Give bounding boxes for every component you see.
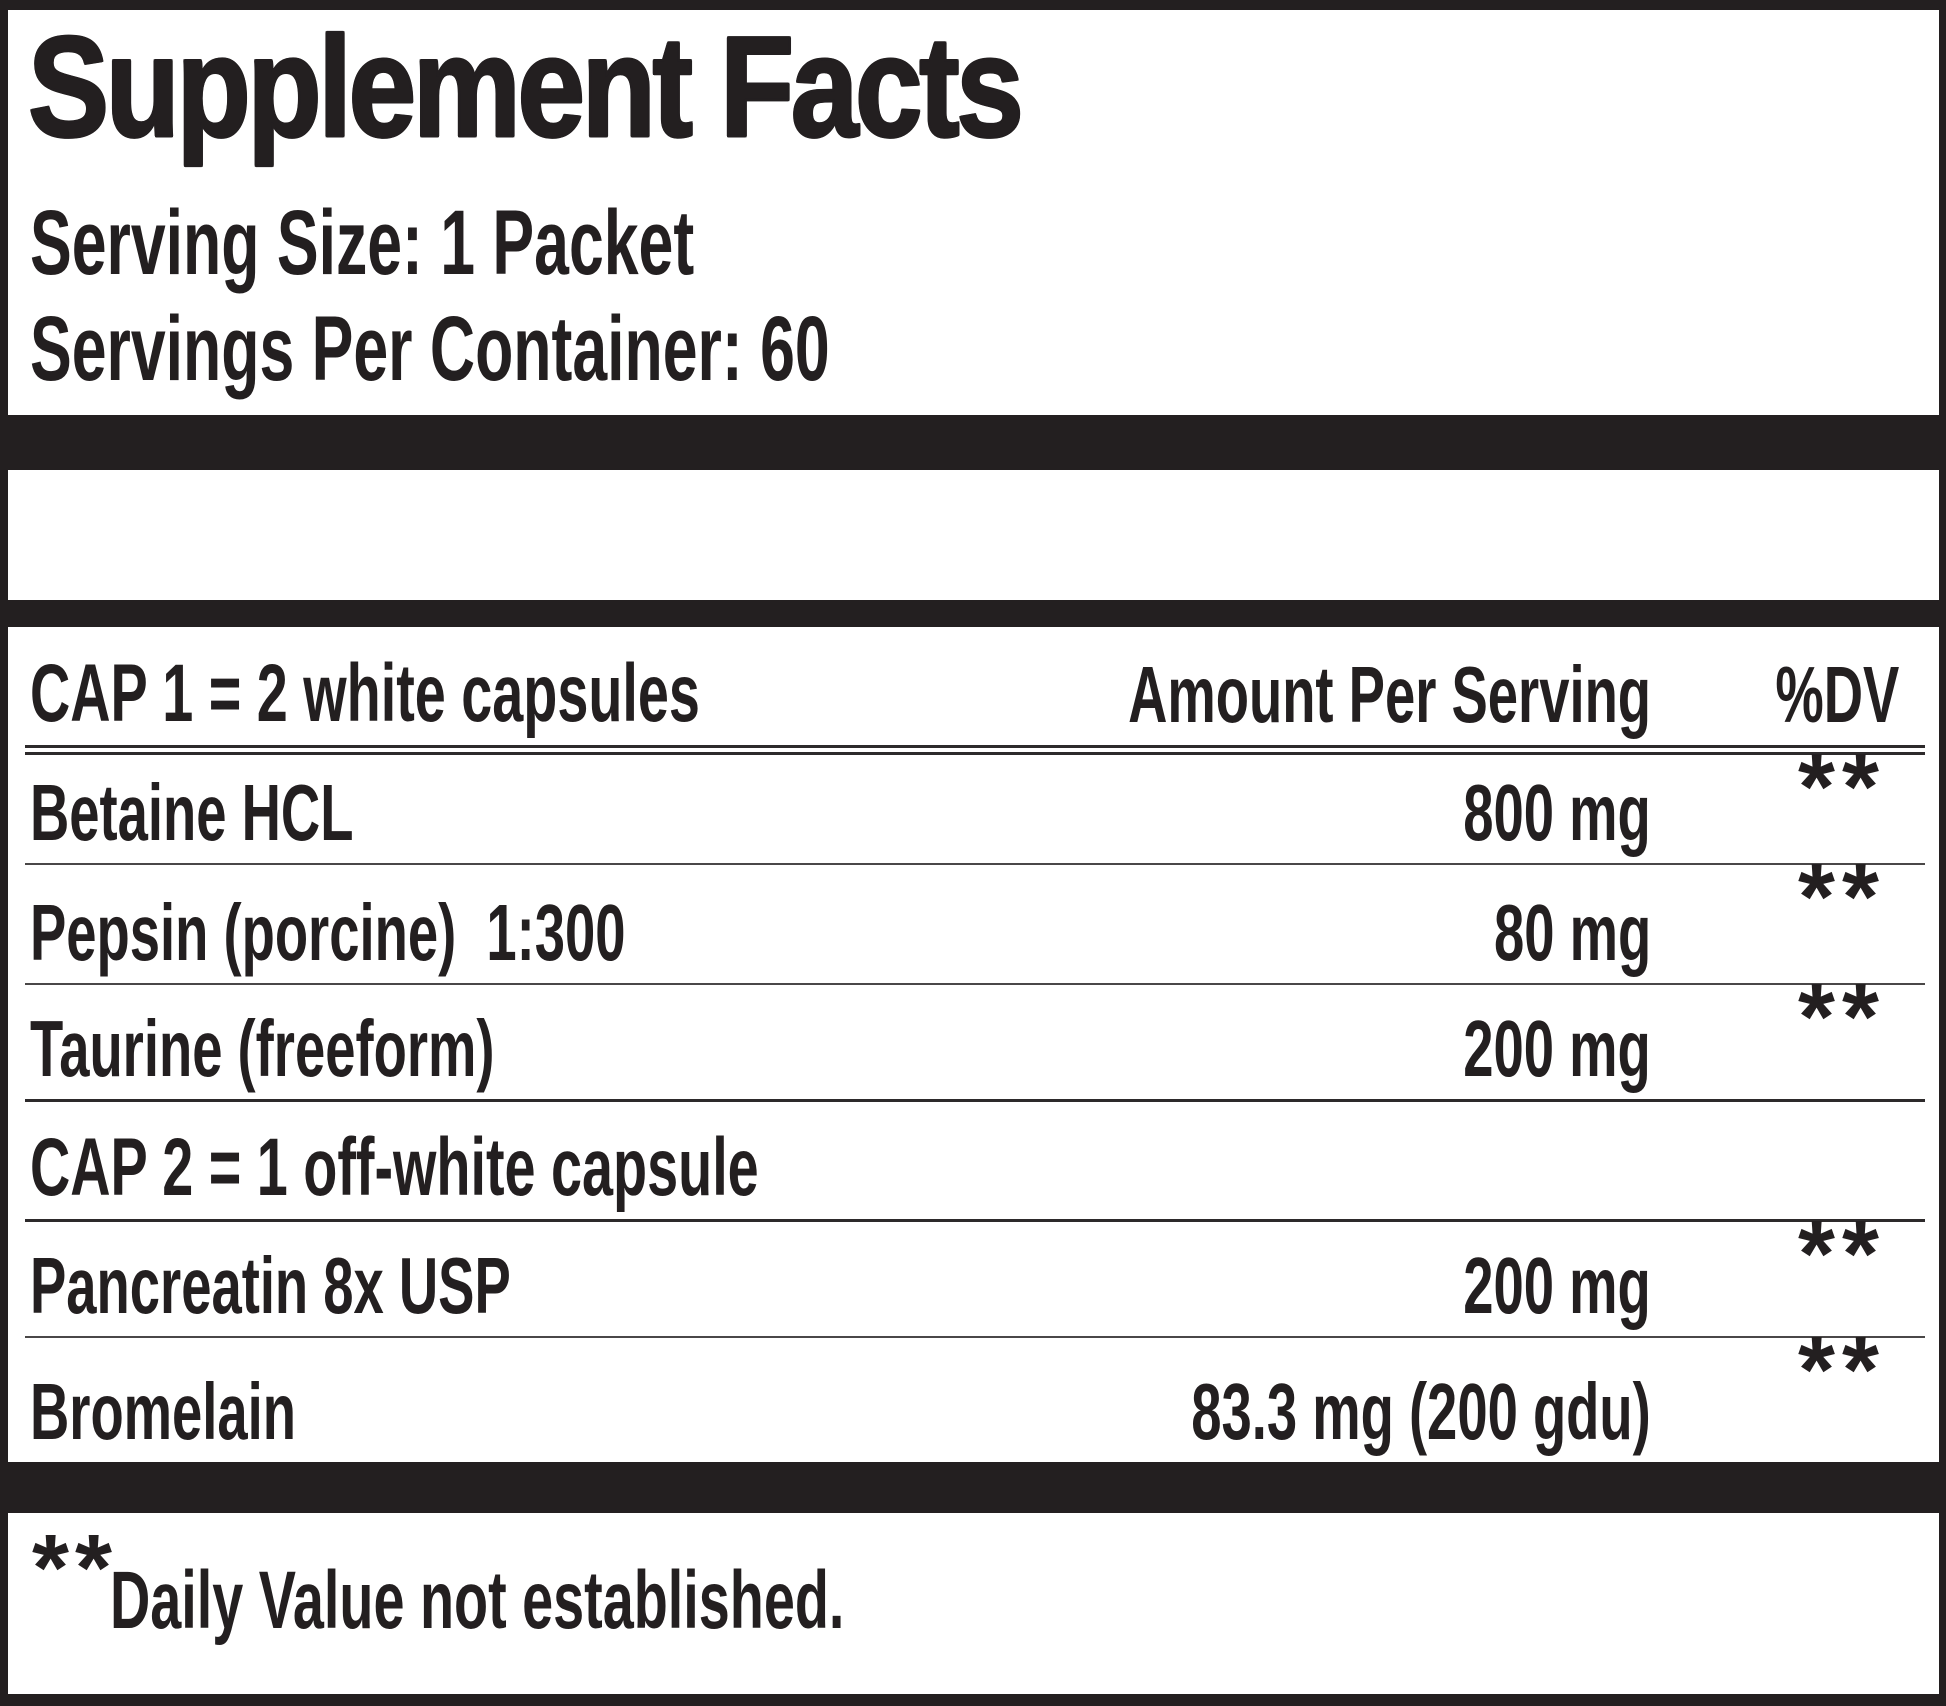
table-row-taurine: Taurine (freeform) 200 mg **	[25, 964, 1925, 1102]
table-row-pancreatin: Pancreatin 8x USP 200 mg **	[25, 1201, 1925, 1338]
serving-size-text: Serving Size: 1 Packet	[30, 192, 695, 294]
ingredient-dv-asterisks: **	[1798, 844, 1886, 950]
servings-per-container-text: Servings Per Container: 60	[30, 298, 830, 400]
section-2-heading-row: CAP 2 = 1 off-white capsule	[25, 1102, 1925, 1222]
ingredient-name: Betaine HCL	[30, 768, 354, 857]
ingredient-amount: 800 mg	[1463, 768, 1651, 857]
ingredient-amount: 200 mg	[1463, 1241, 1651, 1330]
servings-per-container-line: Servings Per Container: 60	[30, 298, 1206, 400]
serving-size-line: Serving Size: 1 Packet	[30, 192, 1007, 294]
table-row-betaine-hcl: Betaine HCL 800 mg **	[25, 734, 1925, 865]
percent-dv-column-header: %DV	[1775, 650, 1899, 739]
footnote-asterisks: **	[32, 1515, 118, 1621]
footnote-text: Daily Value not established.	[110, 1555, 845, 1646]
ingredient-dv-asterisks: **	[1798, 1201, 1886, 1307]
top-border	[0, 0, 1946, 10]
ingredient-name: Pepsin (porcine) 1:300	[30, 888, 626, 977]
right-border	[1939, 0, 1946, 1706]
left-border	[0, 0, 8, 1706]
page-title: Supplement Facts	[27, 8, 1025, 167]
divider-bar-thick-bottom	[8, 1462, 1939, 1513]
divider-bar-thick-top	[8, 415, 1939, 470]
divider-bar-table-top	[8, 600, 1939, 627]
ingredient-amount: 83.3 mg (200 gdu)	[1191, 1367, 1651, 1456]
amount-per-serving-column-header: Amount Per Serving	[1128, 650, 1651, 739]
ingredient-dv-asterisks: **	[1798, 964, 1886, 1070]
section-1-heading: CAP 1 = 2 white capsules	[30, 648, 700, 739]
header-double-rule	[25, 745, 1925, 755]
bottom-border	[0, 1694, 1946, 1706]
table-header-row: CAP 1 = 2 white capsules Amount Per Serv…	[25, 627, 1925, 745]
ingredient-dv-asterisks: **	[1798, 1317, 1886, 1423]
ingredient-name: Pancreatin 8x USP	[30, 1241, 511, 1330]
ingredient-name: Taurine (freeform)	[30, 1004, 495, 1093]
table-row-bromelain: Bromelain 83.3 mg (200 gdu) **	[25, 1317, 1925, 1462]
ingredient-name: Bromelain	[30, 1367, 297, 1456]
ingredient-amount: 80 mg	[1493, 888, 1651, 977]
ingredient-amount: 200 mg	[1463, 1004, 1651, 1093]
table-row-pepsin: Pepsin (porcine) 1:300 80 mg **	[25, 844, 1925, 985]
section-2-heading: CAP 2 = 1 off-white capsule	[30, 1122, 759, 1213]
ingredient-dv-asterisks: **	[1798, 734, 1886, 840]
